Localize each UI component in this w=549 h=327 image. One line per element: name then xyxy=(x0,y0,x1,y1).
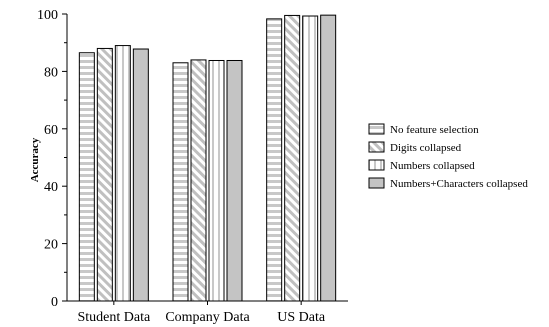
y-axis-title: Accuracy xyxy=(29,137,41,182)
x-tick-label-1: Company Data xyxy=(165,310,250,325)
y-axis-title-group: Accuracy xyxy=(29,137,41,182)
bar-0-3 xyxy=(132,48,149,302)
y-tick-label-3: 60 xyxy=(44,123,58,138)
x-axis: Student Data Company Data US Data xyxy=(67,300,348,325)
legend-swatch-0 xyxy=(368,123,385,135)
bar-0-0 xyxy=(78,52,95,302)
bars-group xyxy=(78,14,337,302)
bar-2-2 xyxy=(302,15,319,302)
legend-swatch-1 xyxy=(368,141,385,153)
bar-0-1 xyxy=(96,47,113,302)
legend-swatch-3 xyxy=(368,177,385,189)
legend-swatch-2 xyxy=(368,159,385,171)
bar-1-2 xyxy=(208,59,225,302)
y-tick-label-2: 40 xyxy=(44,180,58,195)
bar-2-3 xyxy=(320,14,337,302)
legend-label-2: Numbers collapsed xyxy=(390,160,475,172)
bar-1-1 xyxy=(190,59,207,302)
x-tick-label-2: US Data xyxy=(277,310,326,325)
bar-2-1 xyxy=(284,14,301,302)
y-tick-label-1: 20 xyxy=(44,238,58,253)
bar-1-0 xyxy=(172,62,189,302)
y-tick-label-4: 80 xyxy=(44,65,58,80)
x-tick-label-0: Student Data xyxy=(77,310,150,325)
bar-2-0 xyxy=(266,18,283,302)
bar-0-2 xyxy=(114,45,131,302)
legend-label-1: Digits collapsed xyxy=(390,142,462,154)
y-axis: 0 20 40 60 80 100 xyxy=(37,8,68,310)
y-tick-label-5: 100 xyxy=(37,8,58,23)
y-tick-label-0: 0 xyxy=(51,295,58,310)
legend-label-0: No feature selection xyxy=(390,124,479,136)
bar-1-3 xyxy=(226,59,243,302)
legend-label-3: Numbers+Characters collapsed xyxy=(390,178,528,190)
legend: No feature selection Digits collapsed Numb… xyxy=(368,123,528,190)
